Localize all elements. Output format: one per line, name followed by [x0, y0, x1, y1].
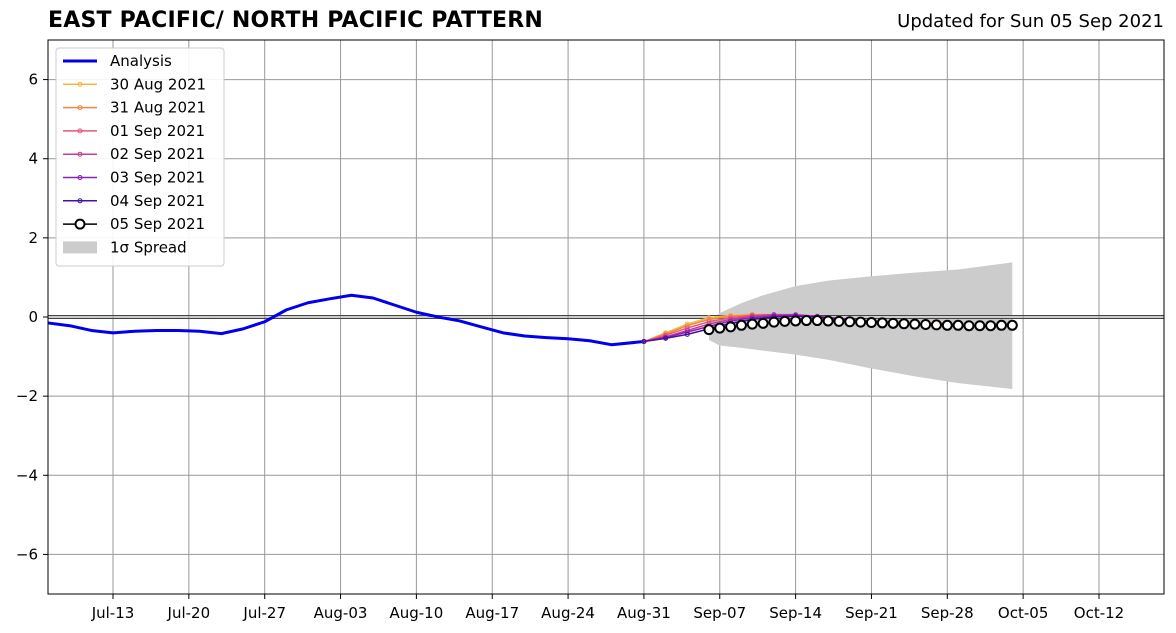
x-tick-label: Sep-21 — [845, 604, 898, 622]
legend-marker — [77, 128, 83, 134]
forecast-point — [941, 319, 953, 331]
grid-layer — [48, 40, 1164, 594]
x-tick-label: Jul-13 — [91, 604, 135, 622]
y-tick-label: 2 — [28, 229, 38, 247]
forecast-point — [887, 317, 899, 329]
y-tick-label: −6 — [16, 545, 38, 563]
legend-label: 01 Sep 2021 — [110, 122, 205, 140]
forecast-point — [876, 317, 888, 329]
forecast-point — [995, 319, 1007, 331]
forecast-point — [735, 319, 747, 331]
series-05-sep-2021 — [703, 315, 1018, 336]
legend-marker — [74, 218, 86, 230]
y-tick-label: 4 — [28, 150, 38, 168]
legend-box — [55, 47, 225, 267]
legend-label: 03 Sep 2021 — [110, 169, 205, 187]
y-tick-label: −4 — [16, 466, 38, 484]
y-tick-label: 0 — [28, 308, 38, 326]
zero-line-layer — [48, 315, 1164, 319]
legend-label: 31 Aug 2021 — [110, 99, 206, 117]
forecast-point — [898, 318, 910, 330]
forecast-point — [930, 319, 942, 331]
forecast-point — [684, 331, 690, 337]
legend-marker — [77, 81, 83, 87]
forecast-point — [1006, 319, 1018, 331]
forecast-point — [963, 320, 975, 332]
forecast-point — [833, 315, 845, 327]
forecast-point — [844, 316, 856, 328]
series-layer — [47, 293, 1018, 347]
series-analysis — [47, 293, 645, 347]
x-tick-label: Sep-07 — [693, 604, 746, 622]
forecast-point — [746, 318, 758, 330]
analysis-line — [47, 293, 645, 347]
x-tick-label: Aug-03 — [314, 604, 368, 622]
legend-label: 04 Sep 2021 — [110, 192, 205, 210]
forecast-point — [974, 320, 986, 332]
forecast-point — [811, 315, 823, 327]
legend-label: 1σ Spread — [110, 238, 187, 256]
forecast-point — [725, 321, 737, 333]
legend-marker — [77, 198, 83, 204]
legend-label: 02 Sep 2021 — [110, 145, 205, 163]
forecast-point — [822, 315, 834, 327]
forecast-point — [757, 317, 769, 329]
x-tick-label: Jul-27 — [242, 604, 286, 622]
x-tick-label: Aug-24 — [541, 604, 595, 622]
legend-label: 30 Aug 2021 — [110, 75, 206, 93]
axis-layer: Jul-13 Jul-20 Jul-27 Aug-03 Aug-10 Aug-17 Aug-… — [16, 39, 1165, 622]
forecast-point — [855, 316, 867, 328]
forecast-point — [909, 318, 921, 330]
x-tick-label: Oct-05 — [998, 604, 1048, 622]
x-tick-label: Jul-20 — [167, 604, 211, 622]
forecast-point — [790, 315, 802, 327]
x-tick-label: Sep-28 — [921, 604, 974, 622]
x-tick-label: Sep-14 — [769, 604, 822, 622]
forecast-point — [985, 320, 997, 332]
forecast-point — [714, 322, 726, 334]
forecast-point — [768, 316, 780, 328]
forecast-point — [779, 315, 791, 327]
chart-title: EAST PACIFIC/ NORTH PACIFIC PATTERN — [48, 8, 544, 33]
y-tick-label: 6 — [28, 71, 38, 89]
x-tick-label: Aug-10 — [389, 604, 443, 622]
x-tick-label: Oct-12 — [1074, 604, 1124, 622]
forecast-point — [920, 319, 932, 331]
updated-label: Updated for Sun 05 Sep 2021 — [897, 11, 1164, 32]
forecast-point — [663, 335, 669, 341]
legend-marker — [77, 105, 83, 111]
forecast-point — [641, 339, 647, 345]
legend-marker — [77, 151, 83, 157]
legend-marker — [77, 175, 83, 180]
forecast-point — [800, 315, 812, 327]
legend: Analysis 30 Aug 2021 31 Aug 2021 01 Sep 202… — [55, 47, 225, 267]
legend-spread-swatch — [63, 241, 97, 254]
legend-label: Analysis — [110, 52, 172, 70]
forecast-point — [952, 319, 964, 331]
forecast-point — [703, 324, 715, 336]
plot-frame — [47, 39, 1165, 595]
legend-label: 05 Sep 2021 — [110, 215, 205, 233]
x-tick-label: Aug-17 — [465, 604, 519, 622]
y-tick-label: −2 — [16, 387, 38, 405]
forecast-point — [865, 317, 877, 329]
x-tick-label: Aug-31 — [617, 604, 671, 622]
